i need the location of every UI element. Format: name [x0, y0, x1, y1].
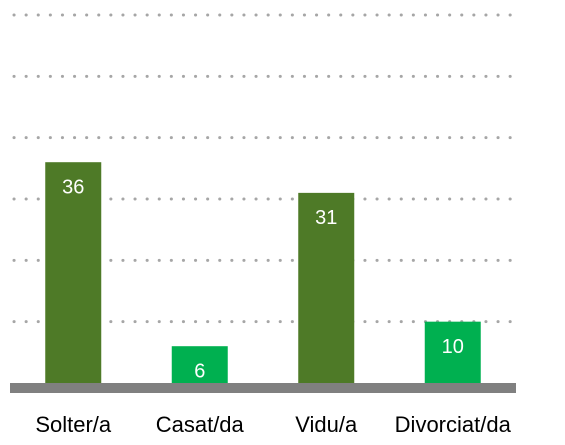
bar [45, 162, 102, 383]
bar [171, 346, 228, 383]
value-label: 10 [442, 336, 464, 358]
bar [298, 192, 355, 383]
x-tick-label: Vidu/a [295, 412, 358, 437]
value-label: 31 [315, 207, 337, 229]
value-label: 6 [194, 360, 205, 382]
bar [424, 321, 481, 383]
x-axis-line [10, 383, 516, 393]
x-tick-label: Casat/da [156, 412, 245, 437]
x-tick-label: Divorciat/da [395, 412, 512, 437]
value-label: 36 [62, 176, 84, 198]
x-tick-label: Solter/a [35, 412, 112, 437]
